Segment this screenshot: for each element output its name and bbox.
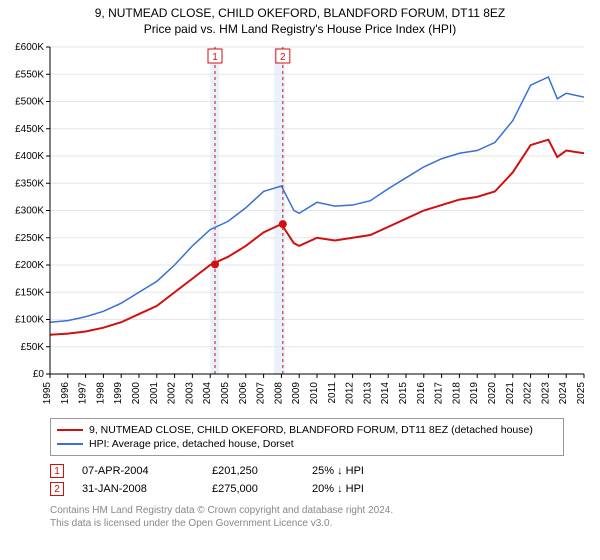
footer-note: Contains HM Land Registry data © Crown c… [50,504,564,530]
sale-price: £201,250 [212,465,312,477]
sale-marker-1: 1 [50,464,64,478]
svg-text:2010: 2010 [309,382,320,405]
sale-row: 1 07-APR-2004 £201,250 25% ↓ HPI [50,462,564,480]
title-subtitle: Price paid vs. HM Land Registry's House … [10,22,590,38]
svg-text:1997: 1997 [78,382,89,405]
svg-text:1: 1 [212,52,218,63]
svg-text:2011: 2011 [327,382,338,404]
svg-text:2008: 2008 [273,382,284,405]
svg-text:£200K: £200K [15,260,44,271]
svg-text:£600K: £600K [15,42,44,53]
legend-swatch [57,443,83,445]
svg-text:2013: 2013 [362,382,373,405]
sales-table: 1 07-APR-2004 £201,250 25% ↓ HPI 2 31-JA… [50,462,564,498]
legend-label: HPI: Average price, detached house, Dors… [89,438,294,450]
svg-text:2004: 2004 [202,382,213,405]
svg-text:2024: 2024 [558,382,569,405]
svg-text:2016: 2016 [416,382,427,405]
svg-text:£500K: £500K [15,97,44,108]
svg-text:2002: 2002 [167,382,178,405]
svg-text:2021: 2021 [505,382,516,405]
svg-text:2009: 2009 [291,382,302,405]
svg-text:2018: 2018 [451,382,462,405]
title-block: 9, NUTMEAD CLOSE, CHILD OKEFORD, BLANDFO… [0,0,600,39]
svg-text:2007: 2007 [256,382,267,405]
sale-diff: 25% ↓ HPI [312,465,432,477]
svg-text:2014: 2014 [380,382,391,405]
title-address: 9, NUTMEAD CLOSE, CHILD OKEFORD, BLANDFO… [10,6,590,22]
svg-text:£50K: £50K [21,342,45,353]
svg-text:2003: 2003 [184,382,195,405]
svg-text:£0: £0 [33,369,45,380]
svg-text:2017: 2017 [434,382,445,405]
legend-item-property: 9, NUTMEAD CLOSE, CHILD OKEFORD, BLANDFO… [57,423,557,437]
svg-text:2025: 2025 [576,382,587,405]
sale-diff: 20% ↓ HPI [312,483,432,495]
sale-row: 2 31-JAN-2008 £275,000 20% ↓ HPI [50,480,564,498]
svg-text:2022: 2022 [523,382,534,405]
chart-container: 9, NUTMEAD CLOSE, CHILD OKEFORD, BLANDFO… [0,0,600,530]
legend-label: 9, NUTMEAD CLOSE, CHILD OKEFORD, BLANDFO… [89,424,533,436]
svg-text:£400K: £400K [15,151,44,162]
svg-text:£450K: £450K [15,124,44,135]
svg-text:£550K: £550K [15,69,44,80]
sale-date: 31-JAN-2008 [82,483,212,495]
svg-text:2: 2 [280,52,286,63]
svg-text:2020: 2020 [487,382,498,405]
legend: 9, NUTMEAD CLOSE, CHILD OKEFORD, BLANDFO… [50,418,564,456]
svg-text:2015: 2015 [398,382,409,405]
svg-text:£300K: £300K [15,206,44,217]
svg-text:1995: 1995 [42,382,53,405]
svg-text:£150K: £150K [15,287,44,298]
svg-text:2006: 2006 [238,382,249,405]
svg-text:£250K: £250K [15,233,44,244]
sale-marker-2: 2 [50,482,64,496]
sale-price: £275,000 [212,483,312,495]
svg-text:£350K: £350K [15,178,44,189]
chart-area: £0 £50K £100K £150K £200K £250K £300K £350K £400… [0,39,600,414]
svg-text:2000: 2000 [131,382,142,405]
legend-swatch [57,429,83,431]
svg-text:2023: 2023 [540,382,551,405]
svg-text:2019: 2019 [469,382,480,405]
svg-text:£100K: £100K [15,315,44,326]
svg-text:1996: 1996 [60,382,71,405]
svg-text:1999: 1999 [113,382,124,405]
line-chart-svg: £0 £50K £100K £150K £200K £250K £300K £350K £400… [0,39,600,414]
footer-line2: This data is licensed under the Open Gov… [50,517,564,530]
sale-date: 07-APR-2004 [82,465,212,477]
svg-text:2005: 2005 [220,382,231,405]
svg-text:1998: 1998 [95,382,106,405]
legend-item-hpi: HPI: Average price, detached house, Dors… [57,437,557,451]
footer-line1: Contains HM Land Registry data © Crown c… [50,504,564,517]
svg-text:2012: 2012 [345,382,356,405]
svg-text:2001: 2001 [149,382,160,405]
